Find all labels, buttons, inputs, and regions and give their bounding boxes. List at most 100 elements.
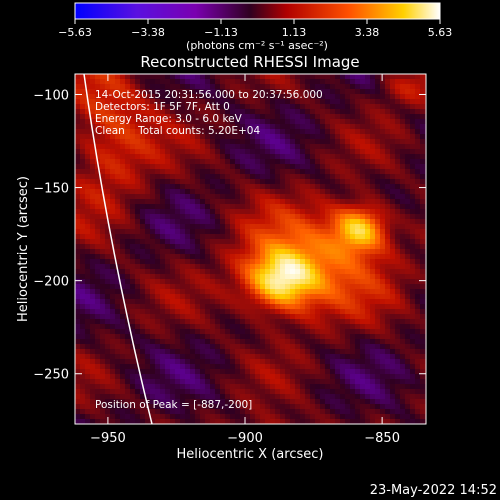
heatmap-cell — [405, 204, 411, 210]
heatmap-cell — [90, 99, 96, 105]
heatmap-cell — [135, 384, 141, 390]
heatmap-cell — [265, 294, 271, 300]
heatmap-cell — [175, 359, 181, 365]
heatmap-cell — [345, 269, 351, 275]
heatmap-cell — [280, 284, 286, 290]
heatmap-cell — [235, 224, 241, 230]
heatmap-cell — [85, 354, 91, 360]
heatmap-cell — [120, 119, 126, 125]
heatmap-cell — [245, 344, 251, 350]
heatmap-cell — [245, 99, 251, 105]
heatmap-cell — [300, 164, 306, 170]
heatmap-cell — [220, 239, 226, 245]
heatmap-cell — [75, 324, 81, 330]
heatmap-cell — [180, 274, 186, 280]
heatmap-cell — [135, 334, 141, 340]
heatmap-cell — [315, 269, 321, 275]
heatmap-cell — [285, 199, 291, 205]
heatmap-cell — [360, 259, 366, 265]
heatmap-cell — [400, 284, 406, 290]
heatmap-cell — [280, 179, 286, 185]
heatmap-cell — [180, 84, 186, 90]
heatmap-cell — [250, 384, 256, 390]
heatmap-cell — [310, 339, 316, 345]
heatmap-cell — [340, 179, 346, 185]
heatmap-cell — [300, 359, 306, 365]
heatmap-cell — [295, 109, 301, 115]
heatmap-cell — [330, 89, 336, 95]
heatmap-cell — [105, 194, 111, 200]
heatmap-cell — [210, 334, 216, 340]
heatmap-cell — [380, 264, 386, 270]
heatmap-cell — [385, 384, 391, 390]
heatmap-cell — [350, 309, 356, 315]
heatmap-cell — [265, 359, 271, 365]
heatmap-cell — [115, 174, 121, 180]
heatmap-cell — [230, 409, 236, 415]
heatmap-cell — [400, 149, 406, 155]
heatmap-cell — [355, 414, 361, 420]
heatmap-cell — [400, 184, 406, 190]
heatmap-cell — [255, 374, 261, 380]
heatmap-cell — [75, 319, 81, 325]
heatmap-cell — [220, 139, 226, 145]
heatmap-cell — [280, 104, 286, 110]
heatmap-cell — [290, 324, 296, 330]
heatmap-cell — [175, 104, 181, 110]
heatmap-cell — [405, 224, 411, 230]
heatmap-cell — [150, 74, 156, 80]
heatmap-cell — [145, 214, 151, 220]
heatmap-cell — [325, 354, 331, 360]
heatmap-cell — [250, 324, 256, 330]
heatmap-cell — [200, 379, 206, 385]
heatmap-cell — [210, 394, 216, 400]
heatmap-cell — [290, 249, 296, 255]
heatmap-cell — [130, 319, 136, 325]
heatmap-cell — [320, 249, 326, 255]
heatmap-cell — [305, 199, 311, 205]
heatmap-cell — [315, 349, 321, 355]
heatmap-cell — [155, 159, 161, 165]
heatmap-cell — [245, 404, 251, 410]
heatmap-cell — [305, 129, 311, 135]
heatmap-cell — [290, 114, 296, 120]
heatmap-cell — [85, 109, 91, 115]
heatmap-cell — [195, 404, 201, 410]
heatmap-cell — [210, 379, 216, 385]
heatmap-cell — [305, 389, 311, 395]
heatmap-cell — [340, 79, 346, 85]
heatmap-cell — [265, 339, 271, 345]
heatmap-cell — [180, 109, 186, 115]
heatmap-cell — [95, 169, 101, 175]
heatmap-cell — [190, 224, 196, 230]
heatmap-cell — [230, 174, 236, 180]
heatmap-cell — [250, 379, 256, 385]
heatmap-cell — [260, 234, 266, 240]
heatmap-cell — [220, 154, 226, 160]
heatmap-cell — [200, 294, 206, 300]
heatmap-cell — [155, 254, 161, 260]
heatmap-cell — [145, 189, 151, 195]
heatmap-cell — [405, 409, 411, 415]
heatmap-cell — [285, 209, 291, 215]
heatmap-cell — [300, 154, 306, 160]
heatmap-cell — [260, 159, 266, 165]
heatmap-cell — [290, 259, 296, 265]
heatmap-cell — [100, 319, 106, 325]
heatmap-cell — [255, 259, 261, 265]
heatmap-cell — [370, 394, 376, 400]
heatmap-cell — [380, 314, 386, 320]
heatmap-cell — [130, 299, 136, 305]
heatmap-cell — [390, 399, 396, 405]
heatmap-cell — [340, 94, 346, 100]
heatmap-cell — [200, 314, 206, 320]
heatmap-cell — [260, 209, 266, 215]
heatmap-cell — [370, 134, 376, 140]
heatmap-cell — [385, 89, 391, 95]
heatmap-cell — [195, 174, 201, 180]
heatmap-cell — [350, 419, 356, 424]
heatmap-cell — [250, 284, 256, 290]
heatmap-cell — [130, 99, 136, 105]
heatmap-cell — [405, 74, 411, 80]
heatmap-cell — [230, 264, 236, 270]
